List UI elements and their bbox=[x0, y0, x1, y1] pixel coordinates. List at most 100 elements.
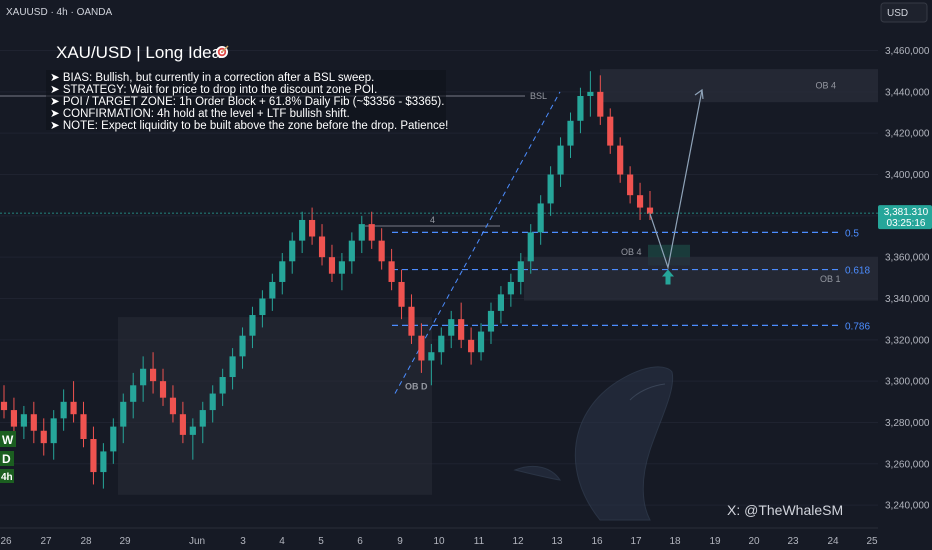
candle-body bbox=[219, 377, 226, 394]
y-tick-label: 3,400,000 bbox=[885, 170, 930, 181]
candle-body bbox=[30, 414, 37, 431]
idea-line-4: ➤ CONFIRMATION: 4h hold at the level + L… bbox=[50, 108, 350, 120]
candle-body bbox=[90, 439, 97, 473]
candle-body bbox=[448, 319, 455, 336]
candle-body bbox=[309, 219, 316, 237]
y-tick-label: 3,240,000 bbox=[885, 501, 930, 512]
x-tick-label: 6 bbox=[357, 536, 363, 547]
candle-body bbox=[617, 145, 624, 175]
candle-body bbox=[179, 414, 186, 435]
candle-body bbox=[80, 414, 87, 440]
x-tick-label: 25 bbox=[866, 536, 878, 547]
badge-weekly: W bbox=[2, 433, 14, 447]
idea-line-3: ➤ POI / TARGET ZONE: 1h Order Block + 61… bbox=[50, 96, 444, 108]
zone-rect bbox=[600, 69, 878, 103]
candle-body bbox=[487, 310, 495, 332]
bsl-label: BSL bbox=[530, 91, 547, 101]
idea-box bbox=[46, 70, 446, 130]
candle-body bbox=[497, 294, 505, 311]
x-tick-label: 27 bbox=[40, 536, 52, 547]
y-tick-label: 3,320,000 bbox=[885, 335, 930, 346]
badge-4h: 4h bbox=[1, 472, 13, 483]
projection-path bbox=[649, 88, 704, 285]
x-tick-label: 10 bbox=[433, 536, 445, 547]
candle-body bbox=[328, 257, 336, 274]
x-tick-label: 13 bbox=[551, 536, 563, 547]
candle-body bbox=[607, 116, 614, 146]
entry-arrow-icon bbox=[662, 269, 674, 285]
x-tick-label: 17 bbox=[630, 536, 642, 547]
y-tick-label: 3,420,000 bbox=[885, 129, 930, 140]
candle-body bbox=[338, 261, 345, 274]
candle-body bbox=[279, 261, 286, 282]
x-tick-label: 4 bbox=[279, 536, 285, 547]
idea-note: XAU/USD | Long Idea ➤ BIAS: Bullish, but… bbox=[46, 43, 448, 132]
current-price-value: 3,381.310 bbox=[884, 207, 929, 218]
projection-arrowhead bbox=[694, 88, 704, 100]
candle-body bbox=[627, 174, 634, 196]
candle-body bbox=[189, 426, 196, 435]
x-tick-label: 23 bbox=[787, 536, 799, 547]
candle-body bbox=[507, 281, 514, 295]
candle-body bbox=[209, 393, 216, 411]
fib-levels: 0.5 0.618 0.786 bbox=[392, 228, 870, 332]
candle-body bbox=[159, 381, 167, 398]
symbol-line: XAUUSD · 4h · OANDA bbox=[6, 7, 112, 18]
target-icon bbox=[216, 45, 229, 58]
candle-body bbox=[149, 368, 157, 382]
candle-body bbox=[477, 331, 485, 353]
zone-label: OB 1 bbox=[820, 274, 841, 284]
author-watermark: X: @TheWhaleSM bbox=[727, 502, 843, 518]
candle-body bbox=[577, 95, 584, 121]
y-tick-label: 3,460,000 bbox=[885, 46, 930, 57]
currency-button[interactable]: USD bbox=[880, 2, 928, 23]
y-tick-label: 3,280,000 bbox=[885, 418, 930, 429]
timeframe-badges[interactable]: W D 4h bbox=[0, 431, 16, 483]
countdown-value: 03:25:16 bbox=[887, 218, 926, 229]
candle-body bbox=[20, 414, 27, 427]
candles bbox=[0, 71, 654, 489]
y-tick-label: 3,440,000 bbox=[885, 87, 930, 98]
candle-body bbox=[318, 236, 326, 258]
x-tick-label: 28 bbox=[80, 536, 92, 547]
candle-body bbox=[120, 401, 127, 427]
candle-body bbox=[70, 401, 77, 415]
candle-body bbox=[368, 224, 375, 241]
candle-body bbox=[40, 430, 47, 444]
zone-rect bbox=[524, 257, 878, 301]
candle-body bbox=[378, 240, 385, 262]
x-tick-label: 26 bbox=[0, 536, 12, 547]
candle-body bbox=[169, 397, 177, 415]
time-axis[interactable]: 26 27 28 29 Jun 3 4 5 6 9 10 11 12 13 16 17 18 19 20 23 24 25 bbox=[0, 536, 878, 547]
candle-body bbox=[636, 195, 644, 208]
x-tick-label: 12 bbox=[512, 536, 524, 547]
candle-body bbox=[0, 401, 8, 411]
candle-body bbox=[259, 298, 266, 316]
currency-label: USD bbox=[887, 8, 908, 19]
candle-body bbox=[110, 426, 117, 452]
whale-icon bbox=[513, 366, 674, 521]
y-tick-label: 3,260,000 bbox=[885, 459, 930, 470]
candle-body bbox=[428, 352, 435, 361]
badge-daily: D bbox=[2, 452, 11, 466]
candle-body bbox=[299, 219, 306, 241]
x-tick-label: 5 bbox=[318, 536, 324, 547]
candle-body bbox=[50, 418, 57, 444]
candle-body bbox=[537, 203, 544, 233]
fib-label: 0.5 bbox=[845, 228, 859, 239]
candle-body bbox=[10, 410, 18, 427]
x-tick-label: 16 bbox=[591, 536, 603, 547]
x-tick-label: Jun bbox=[189, 536, 205, 547]
candle-body bbox=[468, 339, 475, 353]
level-label: 4 bbox=[430, 215, 435, 225]
candle-body bbox=[547, 174, 554, 204]
x-tick-label: 3 bbox=[240, 536, 246, 547]
candle-body bbox=[587, 91, 594, 96]
candle-body bbox=[269, 281, 276, 299]
candle-body bbox=[140, 368, 147, 386]
candle-body bbox=[199, 410, 206, 427]
idea-line-2: ➤ STRATEGY: Wait for price to drop into … bbox=[50, 84, 377, 96]
zone-label: OB D bbox=[405, 381, 428, 391]
